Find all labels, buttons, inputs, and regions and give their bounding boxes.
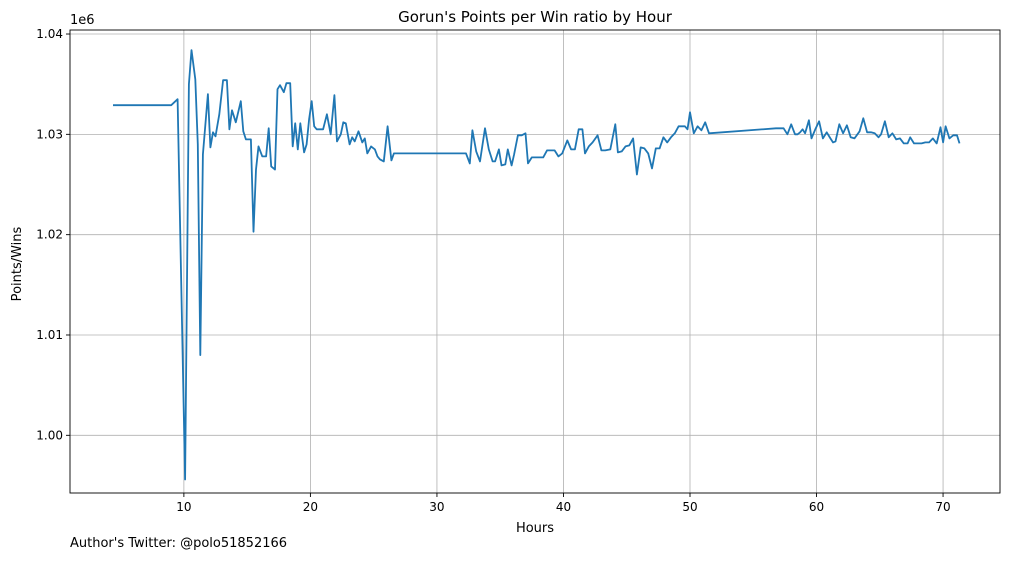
x-tick-label: 10: [176, 500, 191, 514]
y-axis: 1.00 1.01 1.02 1.03 1.04: [36, 27, 70, 442]
y-tick-label: 1.00: [36, 428, 63, 442]
y-tick-label: 1.02: [36, 228, 63, 242]
x-tick-label: 40: [556, 500, 571, 514]
y-tick-label: 1.01: [36, 328, 63, 342]
x-tick-label: 50: [682, 500, 697, 514]
x-tick-label: 20: [303, 500, 318, 514]
x-axis-label: Hours: [516, 521, 554, 536]
y-tick-label: 1.04: [36, 27, 63, 41]
author-credit: Author's Twitter: @polo51852166: [70, 536, 288, 551]
y-offset-label: 1e6: [70, 13, 95, 28]
grid: [70, 30, 1000, 493]
x-axis: 10 20 30 40 50 60 70: [176, 493, 951, 514]
x-tick-label: 30: [429, 500, 444, 514]
x-tick-label: 60: [809, 500, 824, 514]
y-tick-label: 1.03: [36, 127, 63, 141]
chart-title: Gorun's Points per Win ratio by Hour: [398, 8, 673, 26]
plot-frame: [69, 29, 1001, 494]
series-line: [113, 49, 961, 481]
x-tick-label: 70: [935, 500, 950, 514]
y-axis-label: Points/Wins: [10, 226, 25, 301]
